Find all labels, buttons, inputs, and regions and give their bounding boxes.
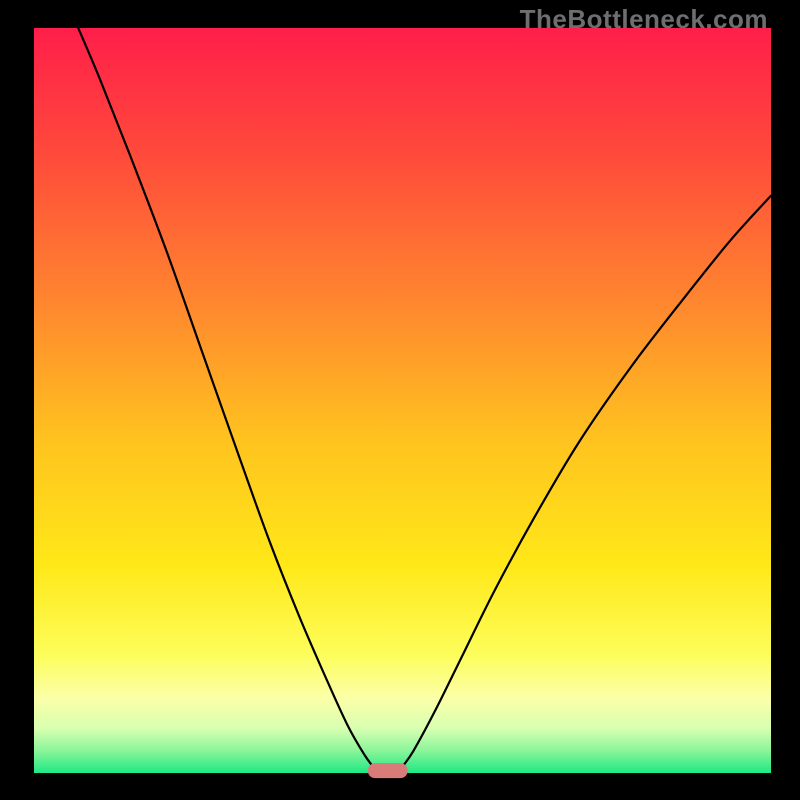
optimum-marker [367, 763, 408, 779]
plot-area [34, 28, 771, 773]
bottleneck-curve [34, 28, 771, 773]
watermark-label: TheBottleneck.com [520, 4, 768, 35]
